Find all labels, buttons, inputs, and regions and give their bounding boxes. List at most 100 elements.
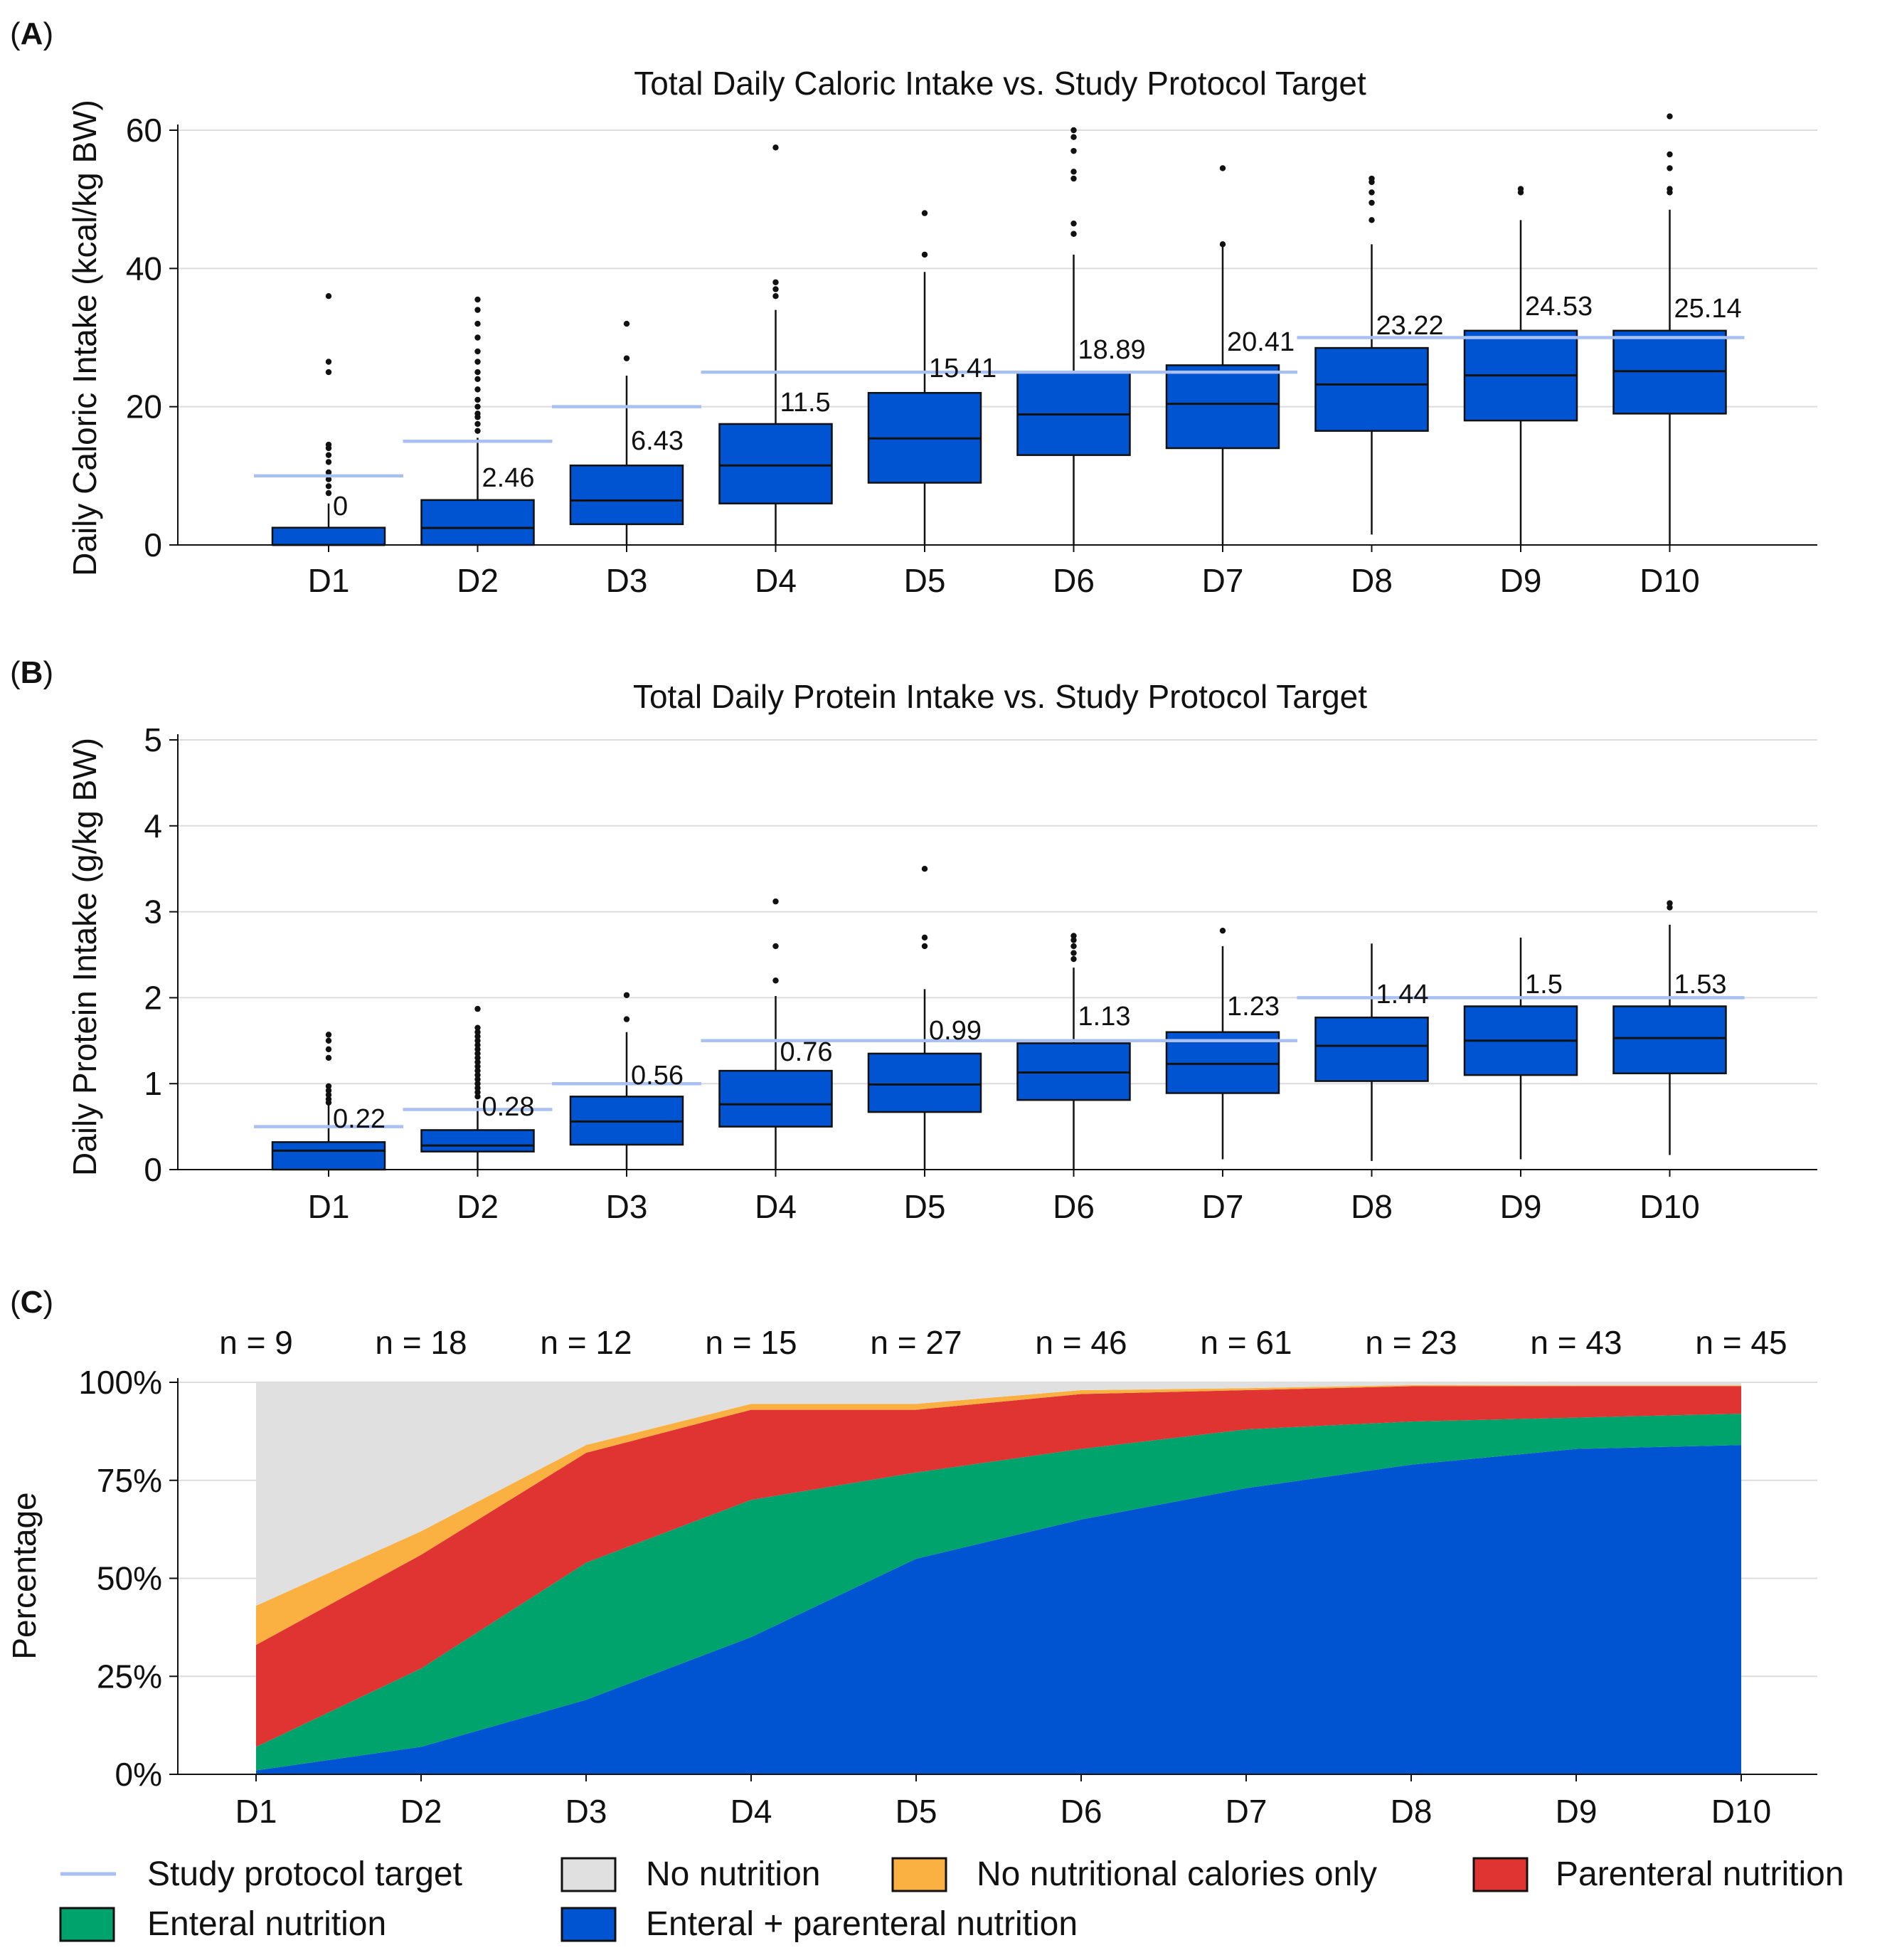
outlier-point [474, 376, 481, 382]
box-d2 [420, 499, 535, 546]
legend-item-no-calories: No nutritional calories only [891, 1855, 1377, 1893]
legend-label-enteral: Enteral nutrition [147, 1905, 386, 1943]
outlier-point [1368, 217, 1375, 223]
outlier-point [1219, 165, 1226, 171]
outlier-point [1219, 241, 1226, 248]
y-tick-label: 0 [144, 1151, 162, 1188]
outlier-point [772, 286, 779, 292]
outlier-point [772, 293, 779, 300]
median-label: 0.76 [780, 1037, 833, 1067]
outlier-point [921, 943, 928, 950]
outlier-point [1219, 927, 1226, 934]
outlier-point [474, 1071, 481, 1079]
box-d8 [1314, 1016, 1429, 1082]
outlier-point [1070, 231, 1077, 237]
outlier-point [1070, 169, 1077, 175]
x-tick-label: D10 [1711, 1793, 1771, 1830]
outlier-point [1070, 175, 1077, 182]
outlier-point [921, 866, 928, 872]
sample-size-label: n = 23 [1365, 1324, 1457, 1361]
median-label: 6.43 [631, 426, 684, 456]
outlier-point [325, 293, 332, 300]
outlier-point [325, 1091, 332, 1098]
area-enteral [256, 1414, 1741, 1771]
outlier-point [474, 1050, 481, 1057]
x-tick-label: D4 [755, 1188, 797, 1225]
outlier-point [1667, 900, 1673, 906]
x-tick-label: D5 [895, 1793, 937, 1830]
outlier-point [1070, 134, 1077, 140]
outlier-point [474, 1093, 481, 1100]
y-tick-label: 50% [97, 1560, 162, 1597]
y-axis-title: Daily Caloric Intake (kcal/kg BW) [66, 100, 103, 576]
outlier-point [1667, 113, 1673, 120]
outlier-point [474, 320, 481, 327]
x-tick-label: D3 [606, 562, 648, 599]
median-label: 20.41 [1227, 327, 1295, 357]
median-label: 0.56 [631, 1061, 684, 1091]
sample-size-label: n = 18 [375, 1324, 467, 1361]
x-tick-label: D4 [730, 1793, 772, 1830]
legend-label-both: Enteral + parenteral nutrition [646, 1905, 1078, 1943]
outlier-point [1368, 175, 1375, 182]
sample-size-label: n = 46 [1035, 1324, 1127, 1361]
outlier-point [325, 369, 332, 376]
outlier-point [772, 144, 779, 151]
protein-intake-chart: Total Daily Protein Intake vs. Study Pro… [66, 678, 1817, 1225]
legend-swatch-no-nutrition [560, 1857, 617, 1892]
x-tick-label: D2 [457, 1188, 499, 1225]
box-d4 [718, 1069, 833, 1128]
median-label: 15.41 [929, 354, 997, 383]
sample-size-label: n = 27 [870, 1324, 962, 1361]
outlier-point [474, 403, 481, 410]
median-label: 23.22 [1376, 311, 1444, 341]
box-d10 [1612, 1005, 1727, 1074]
x-tick-label: D3 [565, 1793, 607, 1830]
outlier-point [325, 452, 332, 458]
outlier-point [325, 483, 332, 489]
panel-letter-a: (A) [10, 16, 53, 51]
outlier-point [325, 1037, 332, 1044]
area-both [256, 1445, 1741, 1774]
outlier-point [474, 1005, 481, 1012]
sample-size-label: n = 43 [1530, 1324, 1622, 1361]
y-tick-label: 75% [97, 1462, 162, 1499]
x-tick-label: D8 [1351, 562, 1393, 599]
x-tick-label: D8 [1391, 1793, 1433, 1830]
y-tick-label: 1 [144, 1065, 162, 1102]
sample-size-label: n = 9 [219, 1324, 293, 1361]
outlier-point [623, 1016, 630, 1022]
median-label: 1.5 [1525, 970, 1563, 1000]
outlier-point [474, 307, 481, 313]
outlier-point [772, 898, 779, 905]
x-tick-label: D2 [400, 1793, 442, 1830]
legend-swatch-enteral [59, 1907, 115, 1942]
x-tick-label: D9 [1556, 1793, 1598, 1830]
outlier-point [474, 334, 481, 341]
outlier-point [1368, 189, 1375, 196]
outlier-point [474, 1042, 481, 1049]
x-tick-label: D7 [1202, 562, 1244, 599]
median-label: 0.28 [482, 1092, 535, 1122]
x-tick-label: D9 [1500, 1188, 1542, 1225]
y-tick-label: 3 [144, 894, 162, 931]
x-tick-label: D4 [755, 562, 797, 599]
outlier-point [325, 441, 332, 448]
outlier-point [623, 320, 630, 327]
median-label: 0.22 [333, 1104, 386, 1134]
legend-label-parenteral: Parenteral nutrition [1556, 1855, 1844, 1893]
outlier-point [1070, 955, 1077, 963]
x-tick-label: D7 [1226, 1793, 1267, 1830]
outlier-point [1070, 220, 1077, 227]
outlier-point [474, 1059, 481, 1066]
outlier-point [474, 296, 481, 303]
outlier-point [474, 386, 481, 393]
chart-title: Total Daily Caloric Intake vs. Study Pro… [634, 65, 1366, 102]
box-d1 [271, 526, 386, 546]
outlier-point [1368, 199, 1375, 206]
outlier-point [474, 369, 481, 376]
sample-size-label: n = 12 [540, 1324, 632, 1361]
area-parenteral [256, 1386, 1741, 1747]
x-tick-label: D1 [308, 562, 350, 599]
outlier-point [921, 210, 928, 216]
